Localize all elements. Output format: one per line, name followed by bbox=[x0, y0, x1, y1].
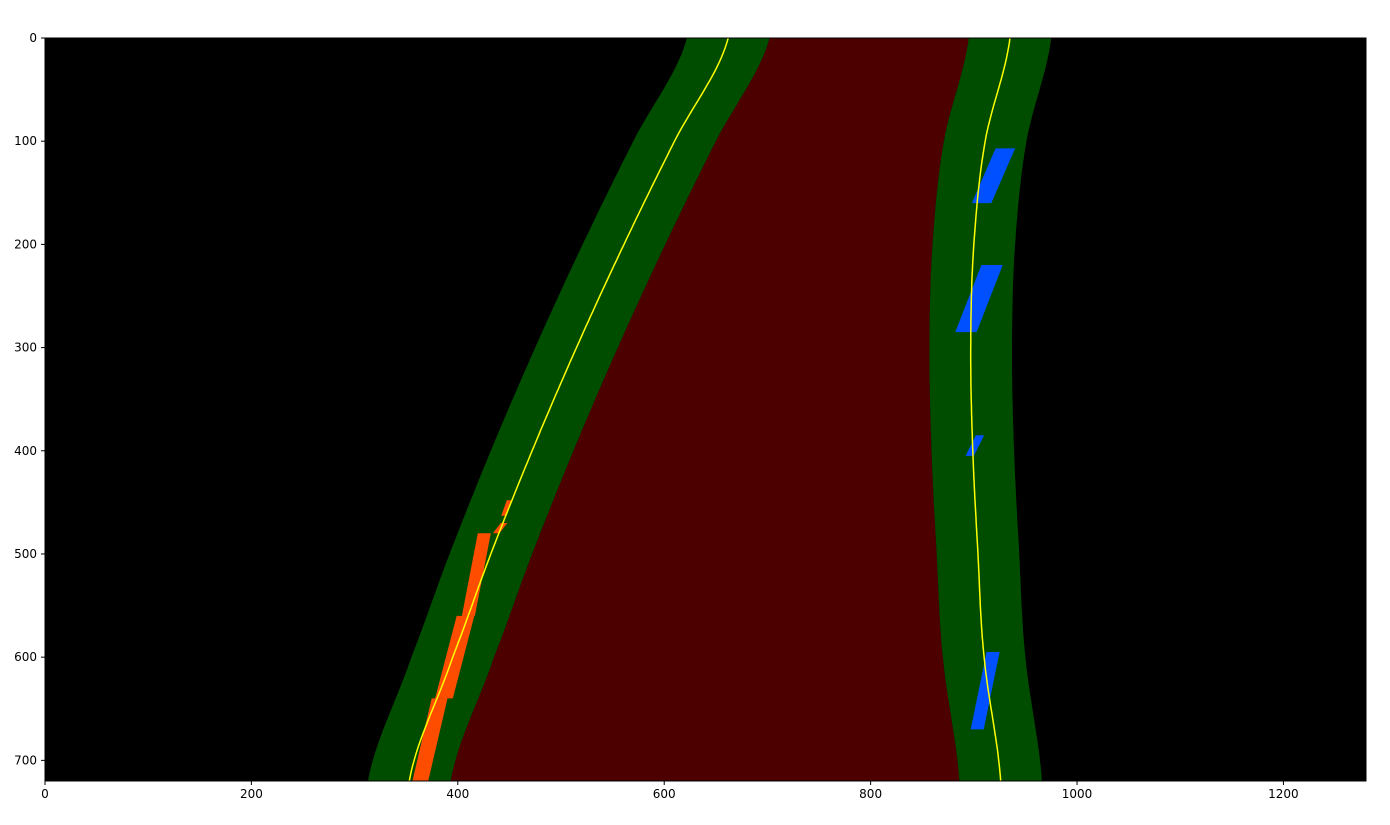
left-pixel-blob-5 bbox=[412, 698, 448, 781]
right-lane-search-margin bbox=[929, 38, 1052, 781]
y-axis: 0 100 200 300 400 500 600 700 bbox=[14, 31, 45, 767]
x-tick-label-200: 200 bbox=[240, 787, 263, 801]
left-pixel-blob-2 bbox=[492, 523, 508, 534]
y-tick-label-600: 600 bbox=[14, 650, 37, 664]
y-tick-label-700: 700 bbox=[14, 753, 37, 767]
right-pixel-blob-2 bbox=[955, 265, 1003, 333]
axes-frame bbox=[44, 37, 1367, 782]
plot-area bbox=[45, 37, 1366, 782]
left-pixel-blob-3 bbox=[461, 533, 491, 616]
x-tick-label-800: 800 bbox=[859, 787, 882, 801]
lane-fill-region bbox=[450, 38, 969, 781]
right-lane-pixels bbox=[955, 148, 1016, 730]
y-tick-label-500: 500 bbox=[14, 547, 37, 561]
y-tick-label-100: 100 bbox=[14, 134, 37, 148]
right-pixel-blob-3 bbox=[965, 435, 985, 456]
right-pixel-blob-4 bbox=[970, 652, 1000, 730]
x-tick-label-0: 0 bbox=[41, 787, 49, 801]
left-lane-fit-line bbox=[408, 37, 729, 782]
x-tick-label-1000: 1000 bbox=[1062, 787, 1093, 801]
x-tick-label-400: 400 bbox=[446, 787, 469, 801]
x-tick-label-1200: 1200 bbox=[1268, 787, 1299, 801]
right-pixel-blob-1 bbox=[971, 148, 1016, 204]
y-tick-label-0: 0 bbox=[29, 31, 37, 45]
left-pixel-blob-1 bbox=[501, 500, 512, 516]
y-tick-label-200: 200 bbox=[14, 237, 37, 251]
right-lane-fit-line bbox=[969, 37, 1011, 782]
y-tick-label-300: 300 bbox=[14, 341, 37, 355]
x-tick-label-600: 600 bbox=[653, 787, 676, 801]
x-axis: 0 200 400 600 800 1000 1200 bbox=[41, 781, 1299, 801]
y-tick-label-400: 400 bbox=[14, 444, 37, 458]
